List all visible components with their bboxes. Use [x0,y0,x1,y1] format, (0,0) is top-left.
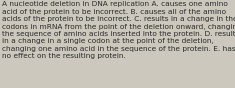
Text: A nucleotide deletion in DNA replication A. causes one amino
acid of the protein: A nucleotide deletion in DNA replication… [2,1,235,59]
